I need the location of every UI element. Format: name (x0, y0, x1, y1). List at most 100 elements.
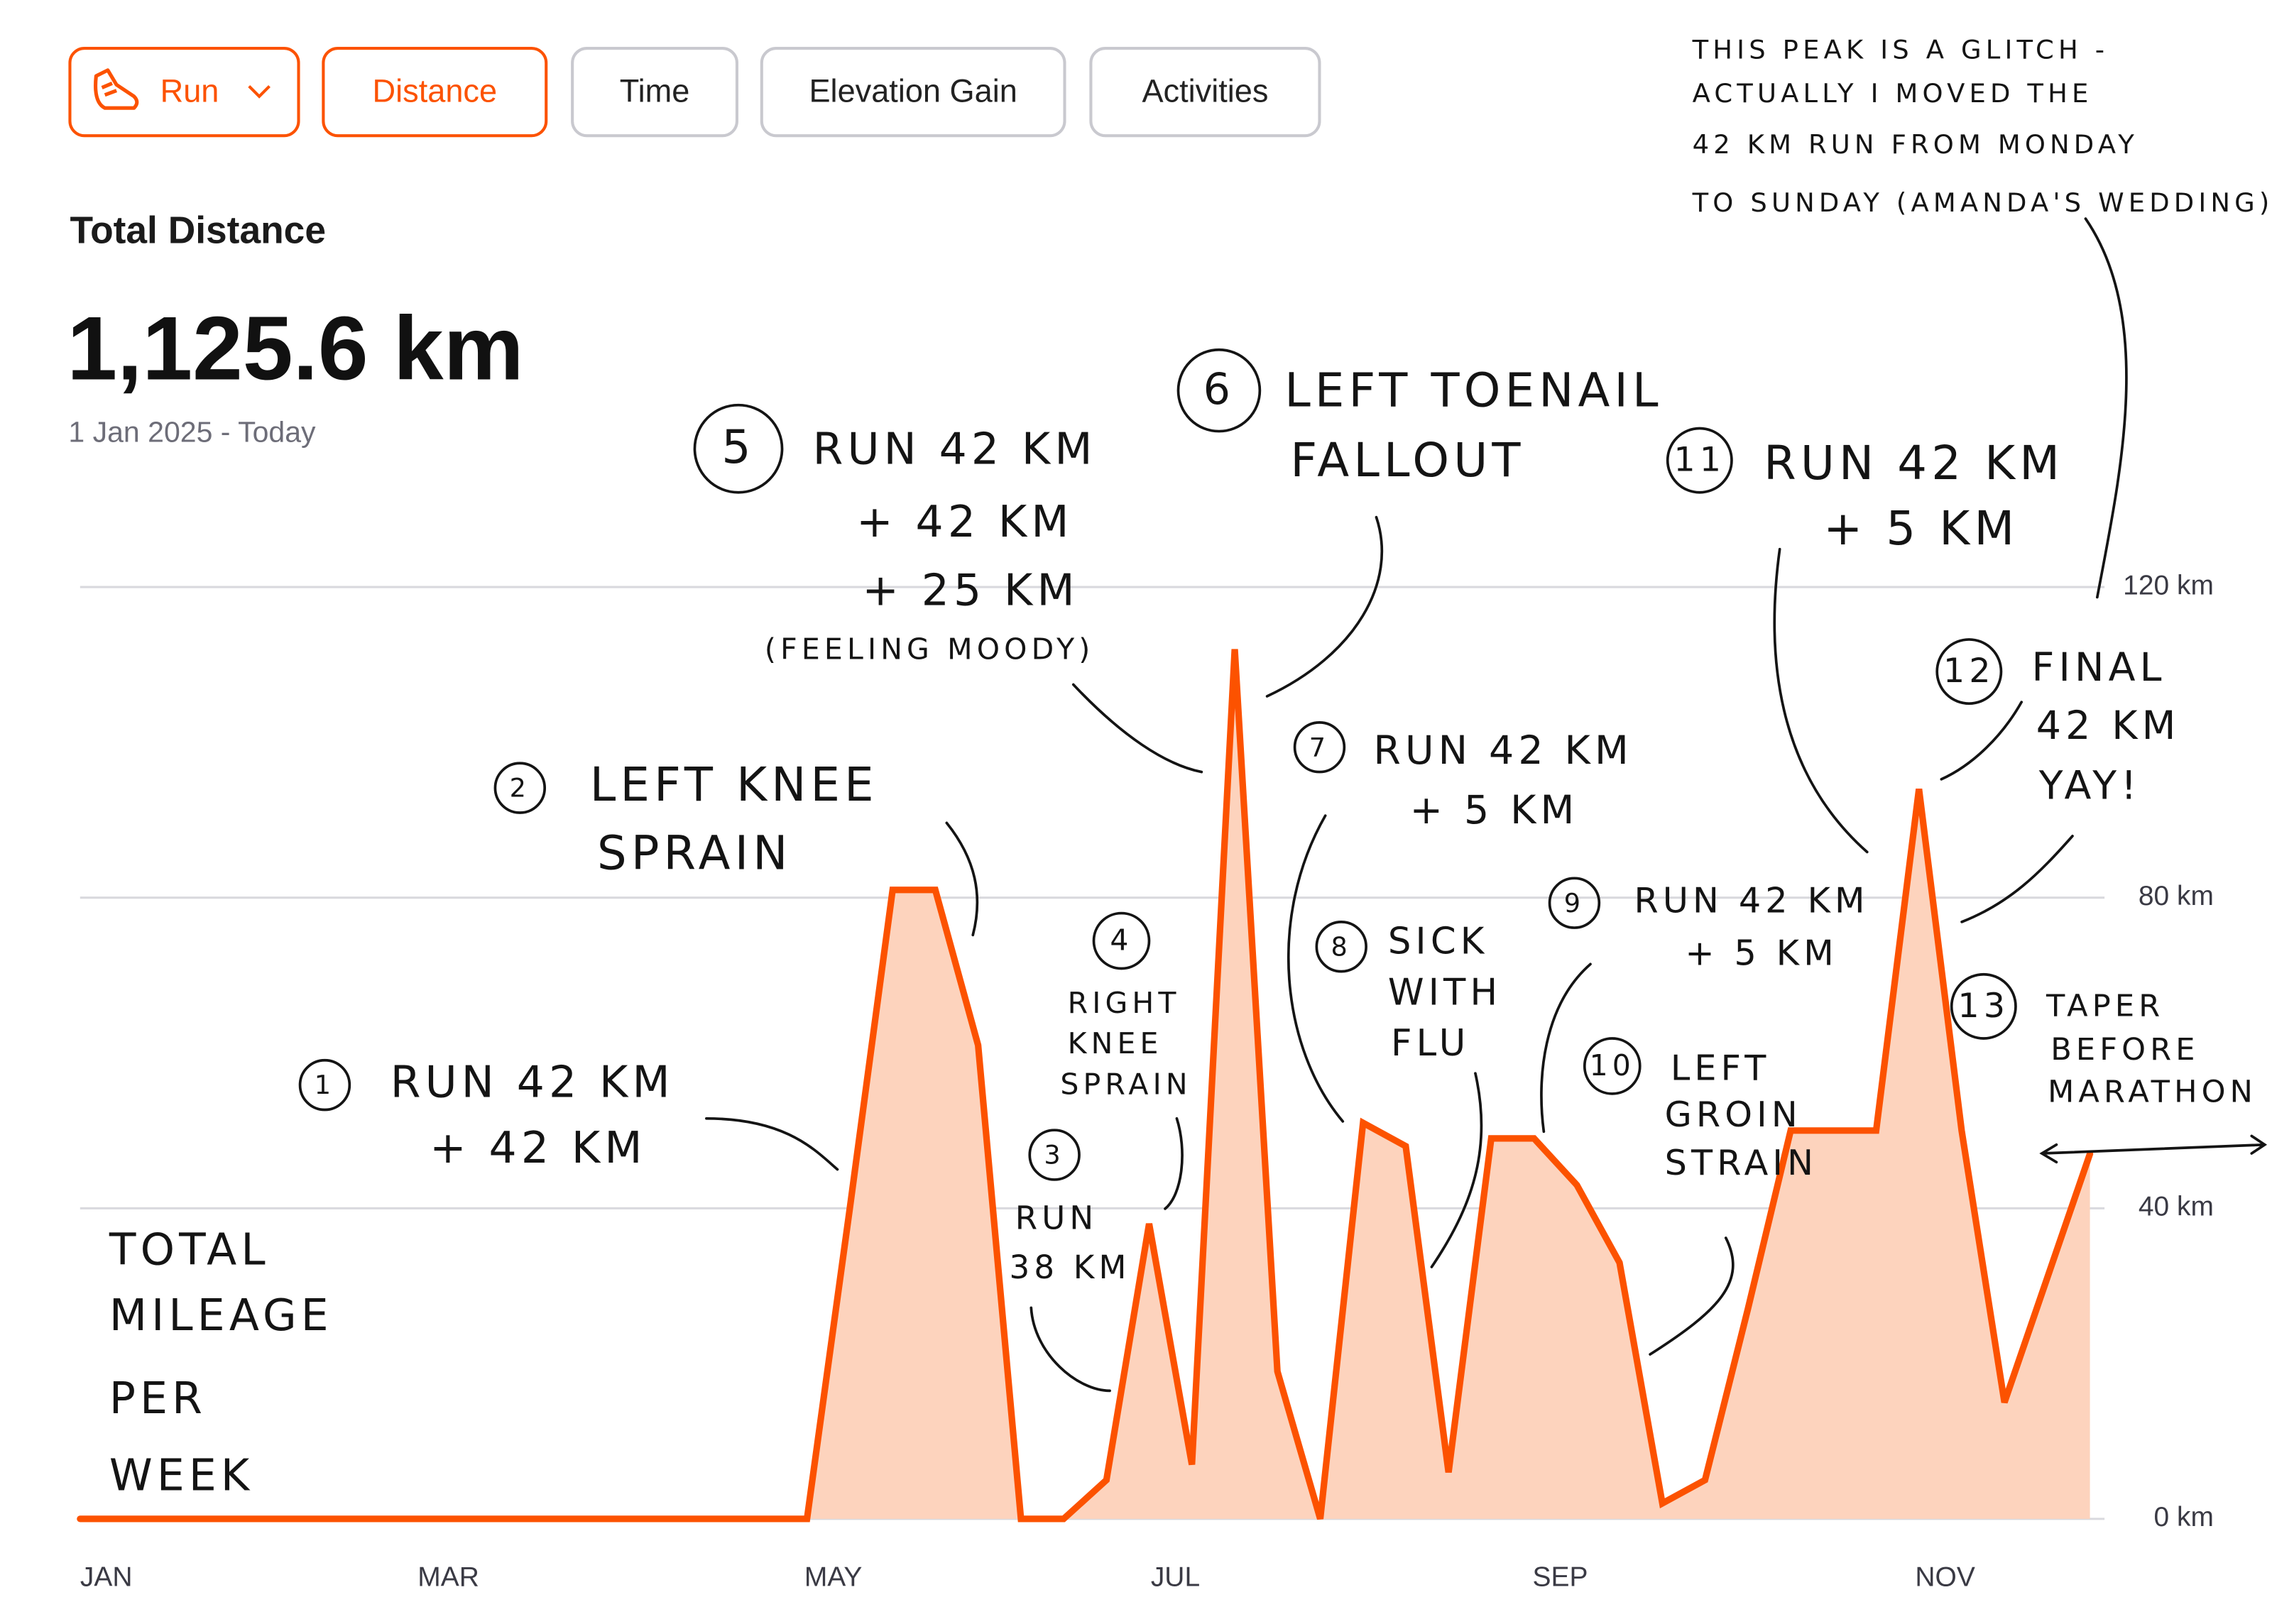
annotation-number: 5 (721, 421, 755, 474)
dropdown-frame (68, 47, 300, 138)
annotation: 7 RUN 42 KM + 5 KM (1293, 721, 1629, 833)
tab-frame (760, 47, 1066, 138)
annotation-text: + 5 KM (1410, 788, 1579, 833)
arrow (1960, 835, 2074, 923)
tab-button[interactable]: Activities (1089, 47, 1321, 138)
annotation: 5 RUN 42 KM + 42 KM + 25 KM (FEELING MOODY) (693, 403, 1097, 666)
annotation-text: YAY! (2038, 763, 2141, 808)
annotation-number: 4 (1110, 923, 1132, 958)
arrow (2039, 1134, 2268, 1164)
annotation-number: 12 (1943, 652, 1995, 691)
annotation-circle (1315, 921, 1367, 973)
x-tick-label: SEP (1533, 1562, 1588, 1592)
annotation: 13 TAPER BEFORE MARATHON (1950, 972, 2257, 1109)
x-tick-label: JUL (1151, 1562, 1200, 1592)
total-value: 1,125.6 km (67, 298, 523, 399)
x-tick-label: NOV (1915, 1562, 1975, 1592)
note-text: 42 KM RUN FROM MONDAY (1693, 129, 2139, 160)
section-title: Total Distance (70, 210, 326, 252)
annotation-circle (1950, 972, 2017, 1040)
tab-button[interactable]: Time (571, 47, 738, 138)
annotation-text: MARATHON (2048, 1074, 2257, 1109)
x-tick-label: MAR (417, 1562, 479, 1592)
annotation-text: RIGHT (1068, 986, 1181, 1020)
tab-label: Distance (373, 73, 498, 109)
arrow (1071, 683, 1203, 774)
note-text: MILEAGE (109, 1290, 333, 1341)
arrow (1940, 701, 2024, 781)
annotation-circle (1583, 1037, 1642, 1095)
annotation-number: 2 (510, 773, 530, 803)
note: THIS PEAK IS A GLITCH - ACTUALLY I MOVED … (1692, 35, 2272, 218)
annotation-number: 7 (1309, 732, 1330, 762)
tab-button[interactable]: Elevation Gain (760, 47, 1066, 138)
annotation-text: BEFORE (2050, 1032, 2199, 1068)
annotation-text: LEFT (1671, 1048, 1771, 1089)
y-tick-label: 120 km (2123, 570, 2214, 600)
activity-dropdown[interactable]: Run (68, 47, 300, 138)
annotation-text: LEFT TOENAIL (1284, 363, 1663, 417)
annotation-text: FALLOUT (1290, 434, 1524, 488)
annotation: 1 RUN 42 KM + 42 KM (298, 1057, 670, 1173)
tab-frame (322, 47, 548, 138)
tab-label: Time (620, 73, 690, 109)
annotation-text: FINAL (2032, 645, 2166, 691)
annotation-text: SPRAIN (597, 827, 792, 881)
chevron (248, 84, 271, 99)
annotation-text: TAPER (2046, 988, 2164, 1024)
annotation-circle (1935, 638, 2003, 706)
annotation-number: 10 (1590, 1048, 1635, 1082)
annotation: 3 RUN 38 KM (1010, 1129, 1131, 1286)
annotation: 2 LEFT KNEE SPRAIN (493, 758, 874, 881)
arrow (1265, 515, 1384, 698)
annotation-circle (298, 1058, 351, 1112)
y-tick-label: 0 km (2153, 1502, 2213, 1532)
tab-button[interactable]: Distance (322, 47, 548, 138)
annotation-text: (FEELING MOODY) (765, 632, 1095, 666)
annotation: 9 RUN 42 KM + 5 KM (1548, 877, 1869, 974)
annotation-text: + 42 KM (430, 1122, 646, 1173)
annotation-text: 38 KM (1010, 1249, 1131, 1286)
annotation-text: RUN 42 KM (813, 423, 1097, 474)
arrow (2084, 217, 2128, 599)
shoe-icon (94, 68, 139, 110)
annotation-text: RUN (1015, 1199, 1098, 1236)
annotation-number: 13 (1958, 987, 2010, 1026)
x-tick-label: JAN (80, 1562, 133, 1592)
arrow (945, 821, 979, 937)
tab-frame (1089, 47, 1321, 138)
annotation-text: STRAIN (1665, 1142, 1818, 1183)
arrow (1773, 547, 1869, 854)
note-text: ACTUALLY I MOVED THE (1693, 78, 2093, 109)
tab-label: Elevation Gain (809, 73, 1017, 109)
annotation-number: 1 (315, 1070, 335, 1100)
annotation: 6 LEFT TOENAIL FALLOUT (1176, 348, 1663, 488)
note-text: THIS PEAK IS A GLITCH - (1692, 35, 2109, 65)
area-line (77, 649, 2094, 1522)
annotation-text: RUN 42 KM (1764, 437, 2064, 490)
annotation-number: 11 (1674, 441, 1726, 480)
annotation-text: WITH (1388, 971, 1502, 1014)
annotation-circle (1548, 877, 1601, 929)
arrow (1164, 1116, 1184, 1210)
annotation-text: + 5 KM (1823, 502, 2019, 556)
annotation-number: 3 (1044, 1140, 1064, 1170)
note-text: TOTAL (109, 1224, 270, 1275)
annotation: 11 RUN 42 KM + 5 KM (1666, 427, 2064, 556)
annotation-number: 8 (1331, 931, 1352, 962)
annotation-number: 6 (1203, 365, 1235, 415)
tab-frame (571, 47, 738, 138)
annotation-text: RUN 42 KM (1634, 880, 1869, 921)
note-text: WEEK (109, 1450, 254, 1501)
annotation-arrows (705, 217, 2268, 1393)
arrow (1540, 962, 1592, 1134)
annotation-text: FLU (1391, 1022, 1470, 1065)
annotation-text: + 42 KM (856, 496, 1073, 547)
annotation-text: KNEE (1068, 1026, 1163, 1060)
note-text: TO SUNDAY (AMANDA'S WEDDING) (1692, 187, 2272, 218)
y-tick-label: 40 km (2139, 1192, 2214, 1222)
plot: 0 km 40 km 80 km 120 km JAN MAR MAY JUL SEP NOV (77, 570, 2214, 1592)
annotation: 8 SICK WITH FLU (1315, 921, 1502, 1065)
